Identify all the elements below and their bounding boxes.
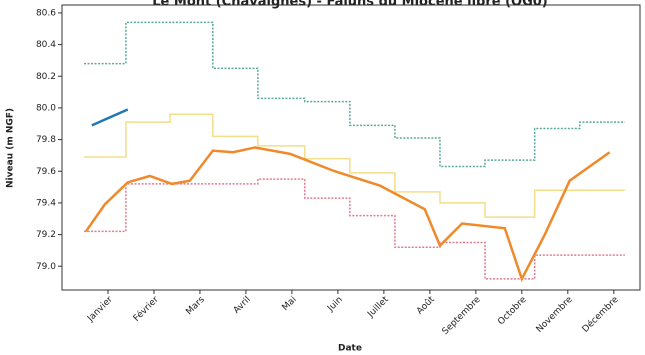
x-tick-label: Décembre <box>580 294 621 335</box>
y-tick-label: 80.0 <box>36 103 56 113</box>
y-tick-label: 79.4 <box>36 198 56 208</box>
x-tick-label: Septembre <box>441 295 483 337</box>
y-tick-label: 79.0 <box>36 262 56 272</box>
x-tick-label: Avril <box>232 295 253 316</box>
x-tick-label: Juillet <box>365 294 391 320</box>
y-tick-label: 80.2 <box>36 72 56 82</box>
plot-frame <box>61 4 641 291</box>
y-tick-label: 80.4 <box>36 40 56 50</box>
y-axis-label: Niveau (m NGF) <box>6 108 16 188</box>
y-tick-label: 79.8 <box>36 135 56 145</box>
series-line <box>91 108 129 127</box>
x-tick-label: Août <box>415 294 437 316</box>
x-tick-label: Mars <box>184 295 207 318</box>
x-tick-label: Octobre <box>496 294 529 327</box>
x-tick-label: Février <box>131 294 161 324</box>
x-tick-label: Novembre <box>535 294 575 334</box>
series-line <box>84 178 625 280</box>
x-tick-label: Mai <box>281 295 299 313</box>
x-tick-label: Janvier <box>85 295 115 325</box>
y-tick-label: 79.2 <box>36 230 56 240</box>
series-line <box>84 146 611 283</box>
series-line <box>84 21 625 168</box>
x-axis-label: Date <box>338 344 362 354</box>
y-tick-label: 79.6 <box>36 167 56 177</box>
x-tick-label: Juin <box>325 295 345 315</box>
y-tick-label: 80.6 <box>36 8 56 18</box>
series-line <box>84 113 625 218</box>
